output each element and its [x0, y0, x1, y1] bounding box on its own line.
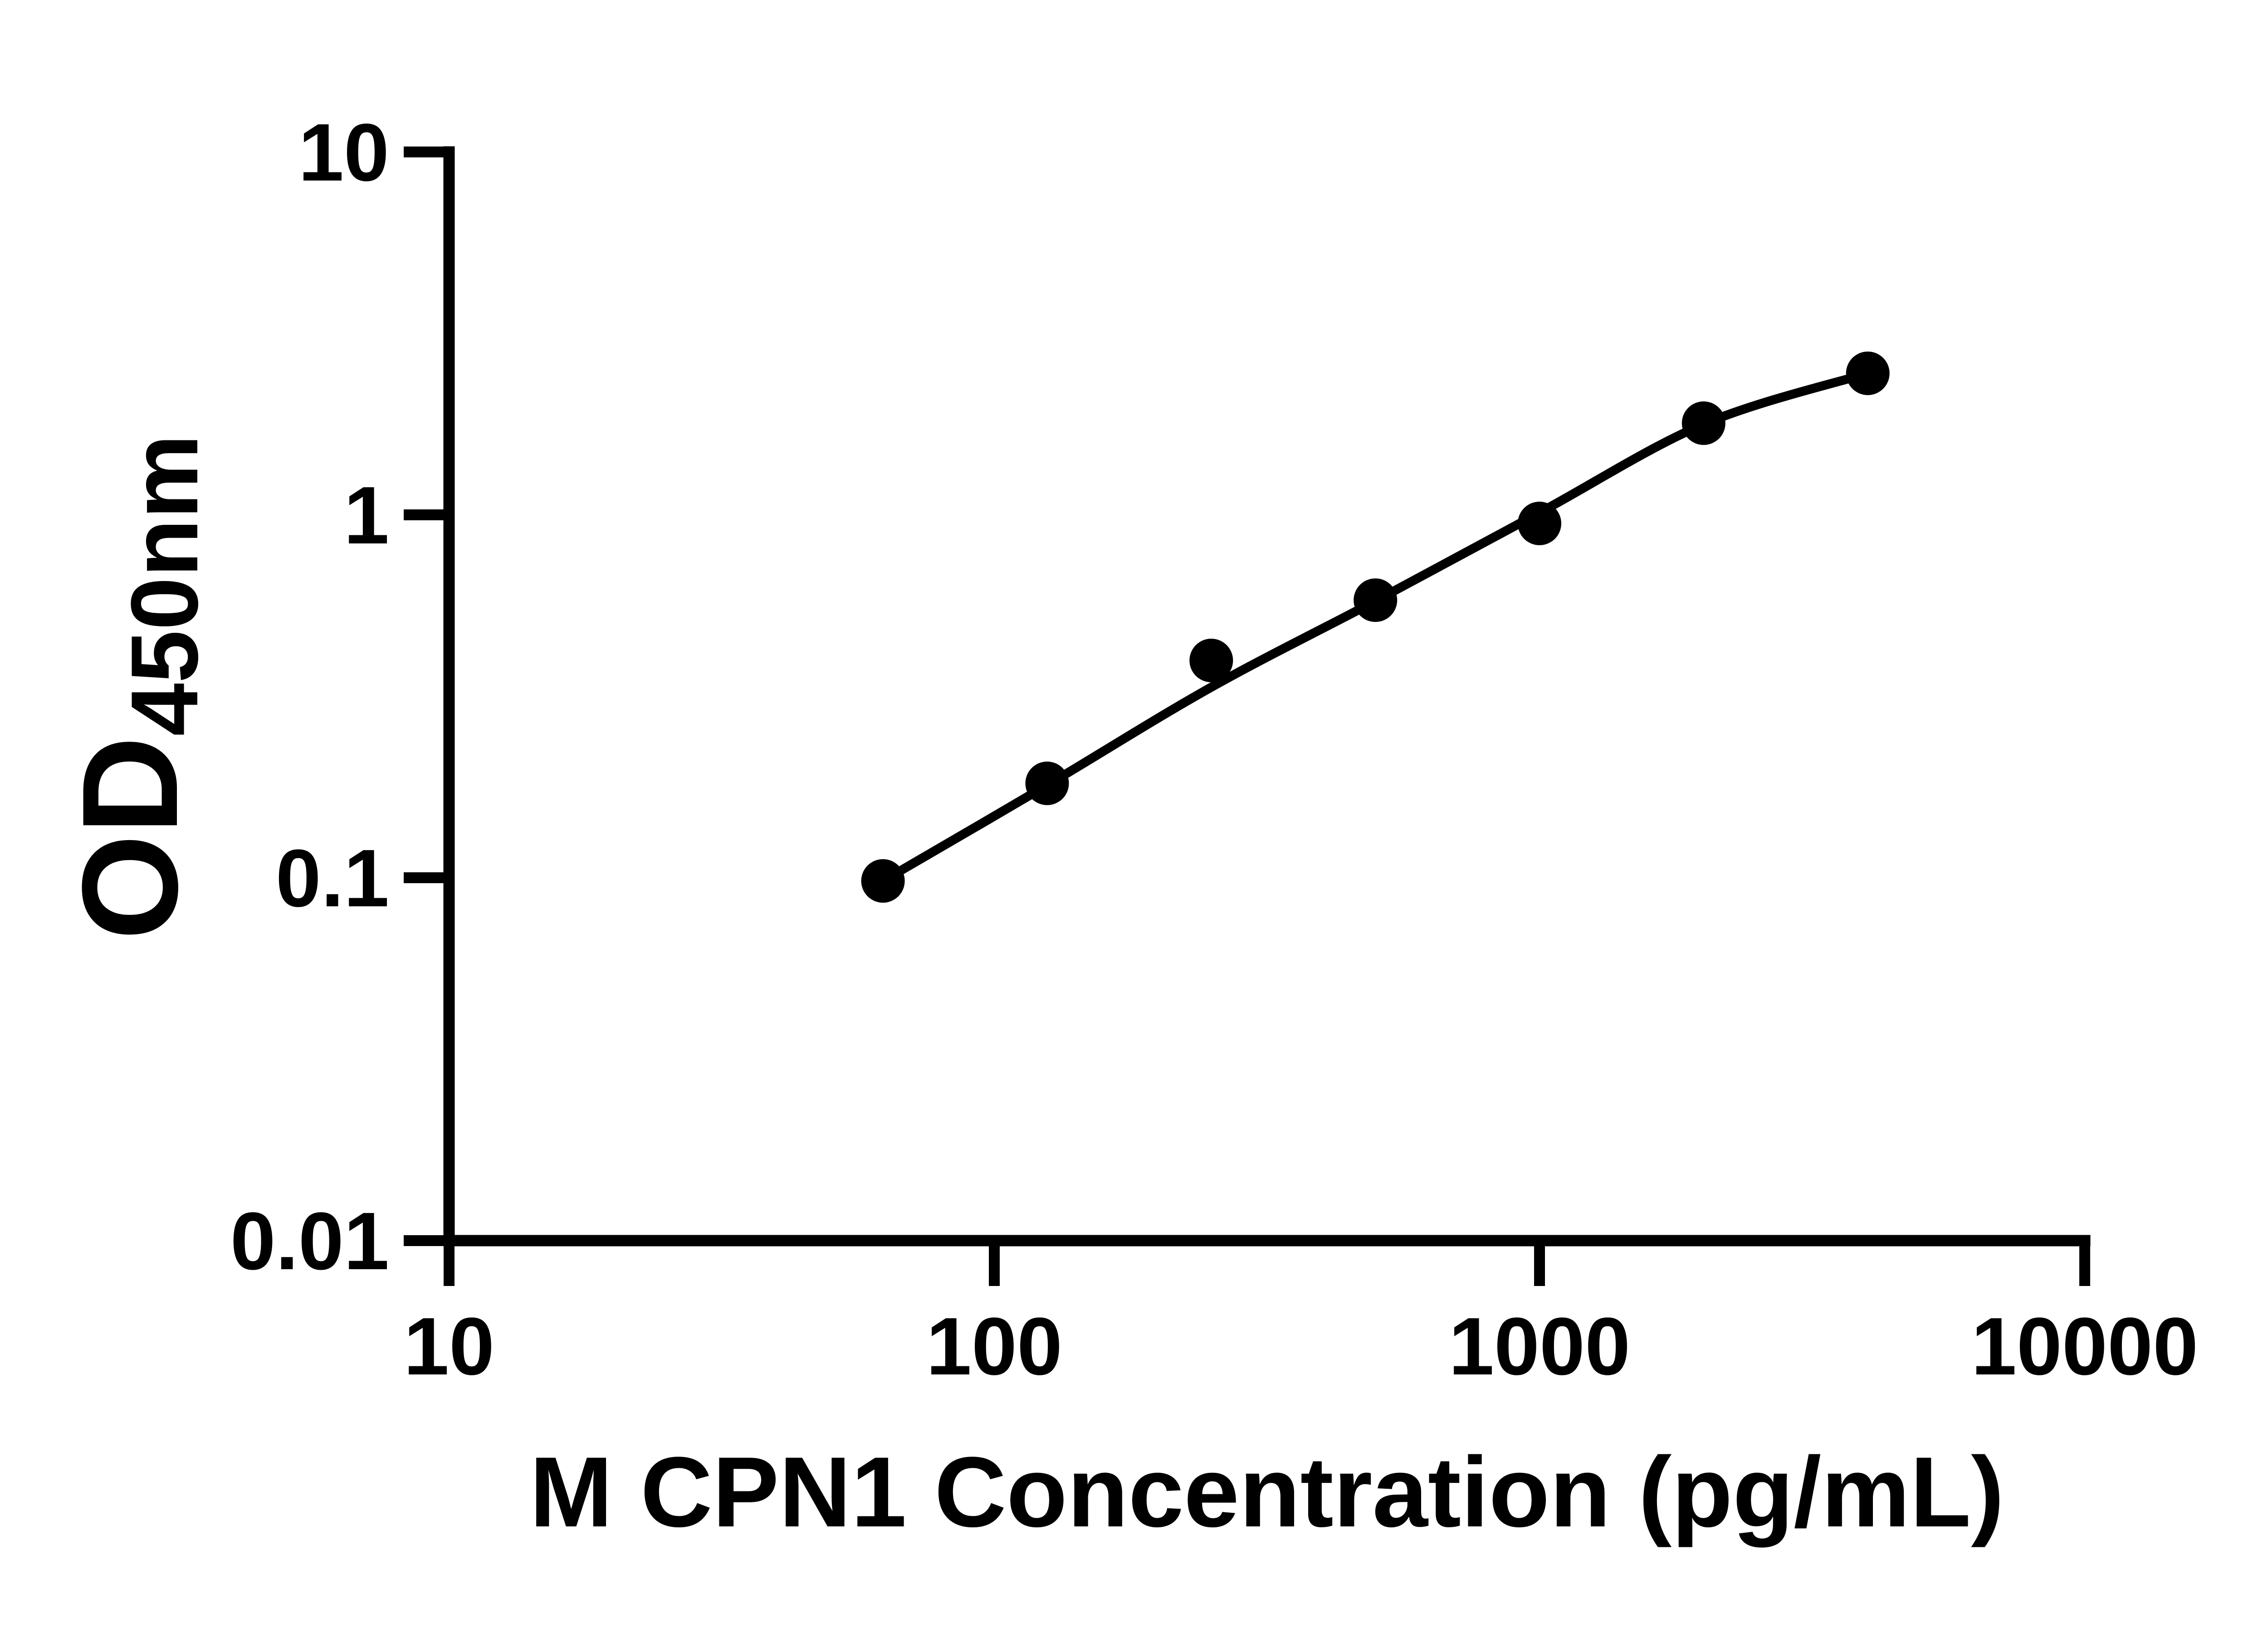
x-tick-label: 100 — [926, 1301, 1062, 1392]
x-axis-title: M CPN1 Concentration (pg/mL) — [529, 1436, 2004, 1548]
y-tick-label: 0.1 — [276, 833, 389, 924]
data-point — [1354, 578, 1398, 622]
data-point — [1025, 761, 1069, 805]
y-tick-label: 0.01 — [230, 1196, 389, 1287]
data-point — [1846, 352, 1890, 395]
y-tick-label: 10 — [298, 107, 389, 198]
data-points-layer — [861, 352, 1890, 903]
data-point — [861, 859, 905, 903]
y-tick-label: 1 — [344, 470, 389, 561]
tick-labels-layer: 10 100 1000 10000 10 1 0.1 0.01 — [230, 107, 2199, 1392]
data-point — [1518, 501, 1561, 545]
x-tick-label: 10000 — [1971, 1301, 2199, 1392]
ticks-layer — [404, 147, 2090, 1286]
fit-curve-layer — [878, 369, 1872, 885]
x-tick-label: 10 — [404, 1301, 494, 1392]
y-axis-title: OD450nm — [54, 434, 218, 940]
fit-curve-line — [878, 369, 1872, 885]
y-axis-title-main: OD — [54, 736, 206, 940]
data-point — [1189, 639, 1233, 682]
x-tick-label: 1000 — [1449, 1301, 1630, 1392]
data-point — [1681, 401, 1725, 445]
y-axis-title-subscript: 450nm — [111, 434, 218, 736]
axes-layer — [443, 146, 2091, 1247]
